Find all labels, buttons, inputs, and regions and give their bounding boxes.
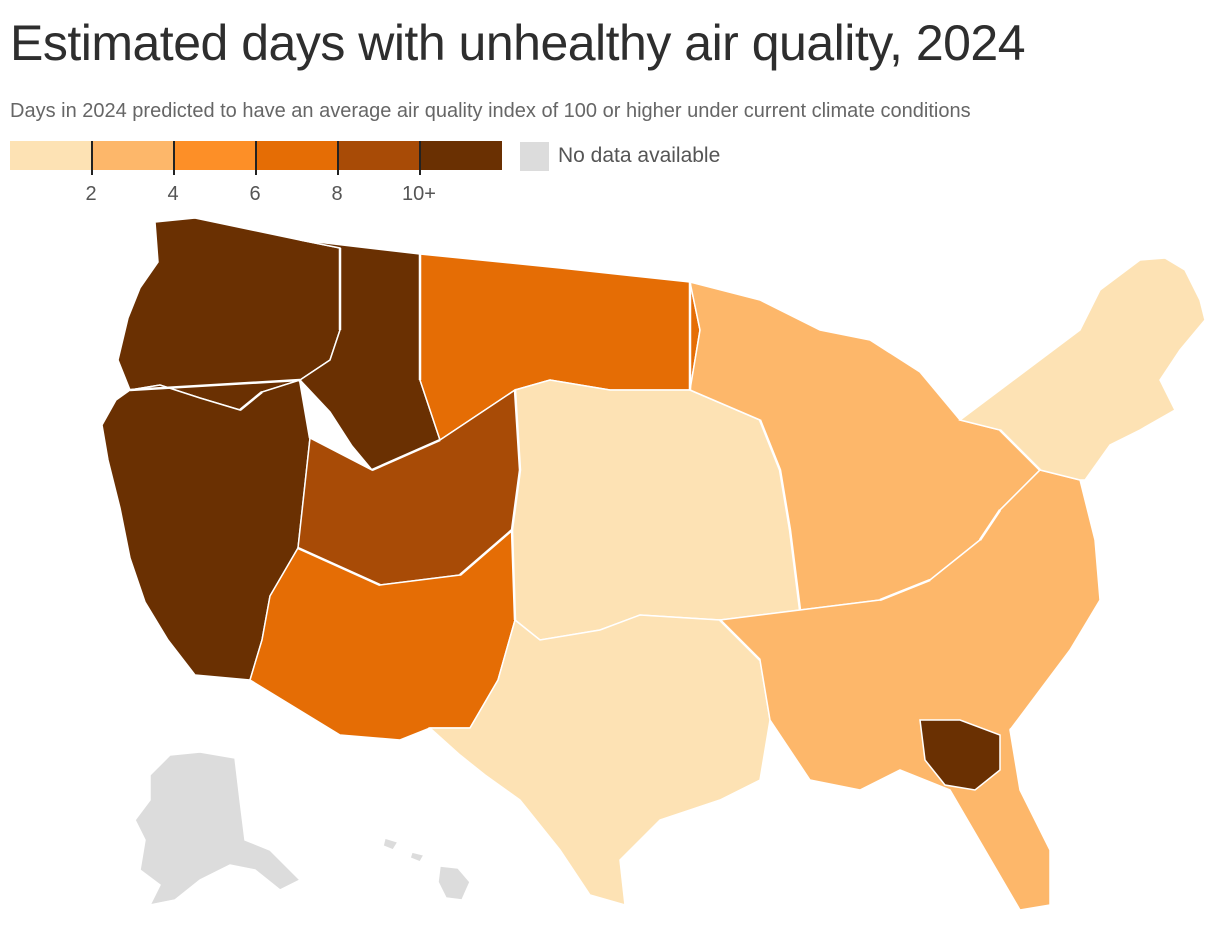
legend-tick-label-8: 8 [331, 183, 343, 205]
legend-tick-mark [173, 141, 175, 175]
legend-tick-mark [255, 141, 257, 175]
legend-swatch-4-6 [174, 141, 256, 170]
legend-swatch-10-plus [420, 141, 502, 170]
us-county-map [101, 217, 1206, 911]
chart-title: Estimated days with unhealthy air qualit… [10, 15, 1026, 71]
legend-tick-mark [337, 141, 339, 175]
legend-color-bar [10, 141, 502, 170]
state-borders [129, 248, 1051, 731]
legend-swatch-2-4 [92, 141, 174, 170]
region-hawaii [382, 837, 471, 901]
legend-tick-label-6: 6 [249, 183, 261, 205]
state-border [129, 248, 1051, 731]
chart-subtitle: Days in 2024 predicted to have an averag… [10, 100, 971, 122]
legend-no-data-swatch [520, 142, 549, 171]
region-northeast [958, 257, 1206, 481]
legend-tick-label-2: 2 [85, 183, 97, 205]
legend-tick-mark [419, 141, 421, 175]
legend-no-data-label: No data available [558, 144, 721, 167]
legend-tick-label-10-plus: 10+ [402, 183, 436, 205]
region-texas [428, 614, 771, 907]
legend-tick-label-4: 4 [167, 183, 179, 205]
color-legend: 2 4 6 8 10+ No data available [10, 141, 750, 211]
legend-swatch-8-10 [338, 141, 420, 170]
legend-tick-mark [91, 141, 93, 175]
region-alaska [134, 751, 302, 907]
region-georgia [919, 719, 1001, 791]
legend-swatch-0-2 [10, 141, 92, 170]
legend-swatch-6-8 [256, 141, 338, 170]
